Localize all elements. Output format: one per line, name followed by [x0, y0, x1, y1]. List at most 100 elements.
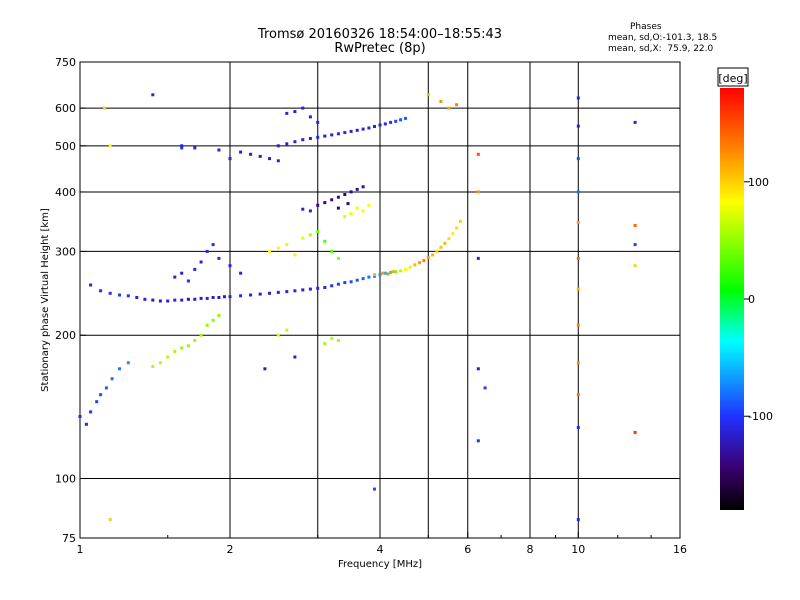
data-point — [249, 293, 253, 297]
data-point — [126, 294, 130, 298]
data-point — [367, 203, 371, 207]
data-point — [476, 190, 480, 194]
data-point — [193, 146, 197, 150]
data-point — [308, 137, 312, 140]
data-point — [404, 267, 407, 271]
data-point — [426, 93, 430, 97]
data-point — [268, 249, 271, 253]
y-tick-label: 75 — [62, 532, 76, 545]
data-point — [301, 288, 305, 292]
data-point — [373, 274, 376, 278]
data-point — [476, 367, 480, 371]
data-point — [361, 277, 365, 281]
data-point — [268, 157, 271, 161]
colorbar — [720, 88, 744, 510]
data-point — [383, 122, 387, 126]
data-point — [205, 296, 209, 300]
data-point — [389, 270, 393, 274]
y-tick-label: 200 — [55, 329, 76, 342]
data-point — [217, 314, 221, 317]
data-point — [576, 256, 580, 260]
data-point — [355, 278, 359, 282]
data-point — [418, 261, 421, 265]
data-point — [293, 253, 297, 257]
data-point — [408, 265, 412, 269]
colorbar-unit-box — [717, 67, 749, 87]
data-point — [186, 344, 190, 348]
data-point — [323, 134, 327, 138]
data-point — [316, 120, 320, 124]
data-point — [355, 206, 359, 210]
data-point — [118, 367, 121, 371]
x-tick-label: 10 — [571, 543, 585, 556]
data-point — [228, 157, 232, 161]
x-tick-label: 6 — [464, 543, 471, 556]
x-tick-label: 16 — [673, 543, 687, 556]
data-point — [249, 152, 253, 156]
colorbar-ticks: 100 0 -100 — [744, 176, 773, 423]
data-point — [228, 295, 232, 299]
data-point — [143, 297, 147, 301]
data-point — [95, 400, 99, 404]
data-point — [323, 342, 327, 346]
data-point — [211, 243, 215, 247]
data-point — [99, 289, 103, 293]
data-point — [451, 232, 455, 236]
data-point — [576, 426, 580, 429]
data-point — [180, 144, 184, 148]
data-point — [336, 195, 340, 199]
data-point — [443, 241, 447, 245]
data-point — [308, 233, 312, 237]
data-point — [258, 154, 262, 158]
data-point — [217, 296, 221, 299]
data-point — [301, 236, 305, 240]
data-point — [89, 283, 93, 287]
data-point — [476, 439, 480, 443]
data-point — [576, 124, 580, 128]
data-point — [343, 131, 347, 135]
data-point — [343, 193, 347, 196]
y-tick-label: 750 — [55, 56, 76, 69]
data-point — [576, 287, 580, 291]
data-point — [373, 125, 376, 128]
data-point — [285, 243, 289, 247]
data-point — [330, 336, 334, 340]
data-point — [330, 198, 334, 202]
colorbar-unit: [deg] — [718, 72, 747, 85]
data-point — [576, 323, 580, 327]
data-point — [576, 518, 580, 522]
data-point — [110, 377, 114, 381]
data-point — [180, 146, 184, 150]
chart-title: Tromsø 20160326 18:54:00–18:55:43 — [257, 27, 503, 42]
data-point — [158, 361, 162, 365]
data-point — [173, 349, 177, 353]
data-point — [394, 119, 398, 123]
data-point — [330, 284, 334, 288]
data-point — [447, 106, 451, 110]
data-point — [323, 239, 327, 243]
data-point — [186, 297, 190, 301]
data-point — [316, 230, 320, 234]
data-point — [285, 142, 289, 146]
data-point — [336, 256, 340, 260]
data-point — [217, 148, 221, 152]
data-point — [173, 275, 177, 279]
y-axis-title: Stationary phase Virtual Height [km] — [40, 208, 51, 392]
data-point — [343, 215, 347, 219]
data-point — [108, 518, 112, 522]
data-point — [413, 263, 417, 267]
data-point — [166, 355, 170, 359]
data-point — [293, 110, 297, 114]
data-point — [576, 221, 580, 224]
data-point — [483, 386, 487, 390]
data-point — [276, 290, 280, 294]
data-point — [431, 253, 435, 257]
data-point — [217, 256, 221, 260]
data-point — [108, 144, 112, 148]
data-point — [458, 219, 462, 223]
stats-x-mode: mean, sd,X: 75.9, 22.0 — [608, 44, 714, 54]
data-point — [158, 299, 162, 303]
data-point — [108, 291, 112, 295]
data-point — [316, 135, 320, 139]
data-point — [576, 157, 580, 161]
